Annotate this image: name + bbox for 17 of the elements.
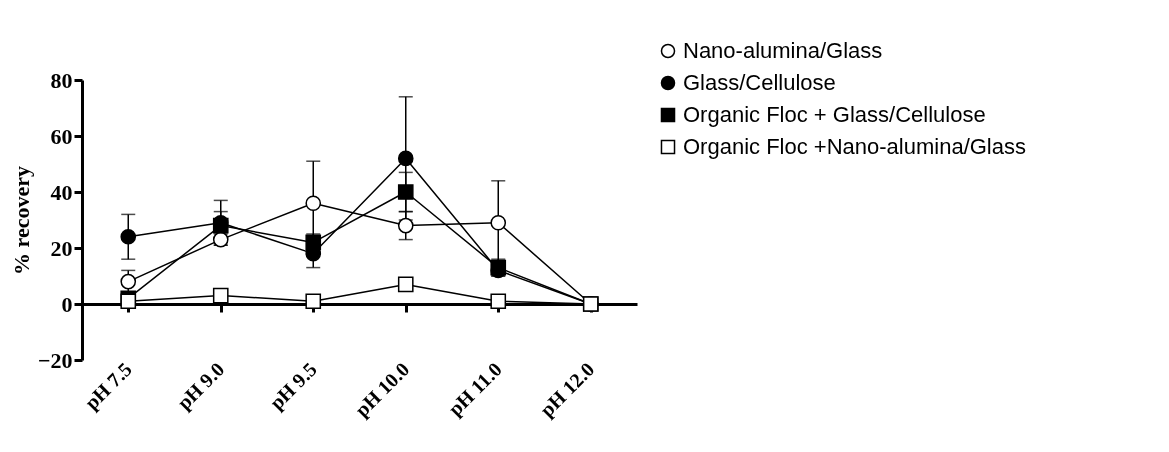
- legend-label: Organic Floc +Nano-alumina/Glass: [683, 134, 1026, 159]
- x-tick-label: pH 9.0: [172, 358, 230, 415]
- legend-label: Glass/Cellulose: [683, 70, 836, 95]
- legend-label: Nano-alumina/Glass: [683, 38, 883, 63]
- x-tick-label: pH 9.5: [265, 358, 322, 415]
- x-tick-label: pH 11.0: [443, 358, 507, 421]
- y-tick-label: 60: [50, 123, 73, 149]
- x-tick-label: pH 10.0: [350, 358, 415, 422]
- legend-label: Organic Floc + Glass/Cellulose: [683, 102, 986, 127]
- y-axis-title: % recovery: [8, 166, 34, 275]
- x-tick-label: pH 12.0: [535, 358, 600, 422]
- y-tick-label: 20: [50, 235, 73, 261]
- y-tick-label: 40: [50, 179, 73, 205]
- x-tick-label: pH 7.5: [80, 358, 137, 415]
- y-tick-label: 80: [50, 67, 73, 93]
- y-tick-label: 0: [61, 291, 73, 317]
- y-tick-label: −20: [37, 347, 73, 373]
